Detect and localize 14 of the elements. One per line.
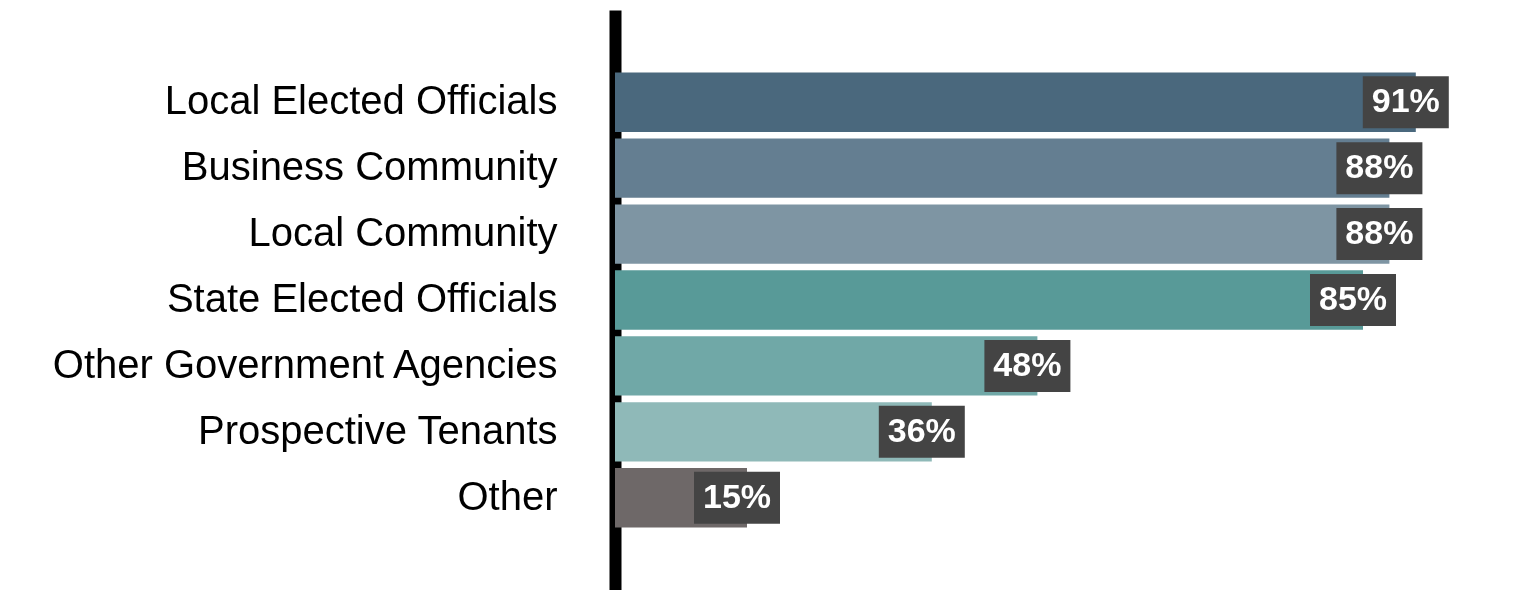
data-label: 36% (887, 410, 956, 449)
data-label: 48% (993, 344, 1062, 383)
data-label: 91% (1371, 81, 1440, 120)
y-tick-label: State Elected Officials (166, 276, 558, 320)
data-label: 85% (1318, 279, 1388, 317)
data-label: 15% (702, 476, 772, 515)
data-label: 88% (1345, 147, 1414, 186)
y-tick-label: Other Government Agencies (52, 341, 558, 386)
data-label: 88% (1345, 213, 1414, 252)
y-tick-label: Business Community (181, 144, 558, 189)
y-tick-label: Local Community (248, 210, 558, 255)
y-tick-label: Local Elected Officials (164, 78, 558, 123)
y-tick-label: Prospective Tenants (198, 407, 558, 452)
y-tick-label: Other (457, 473, 558, 518)
